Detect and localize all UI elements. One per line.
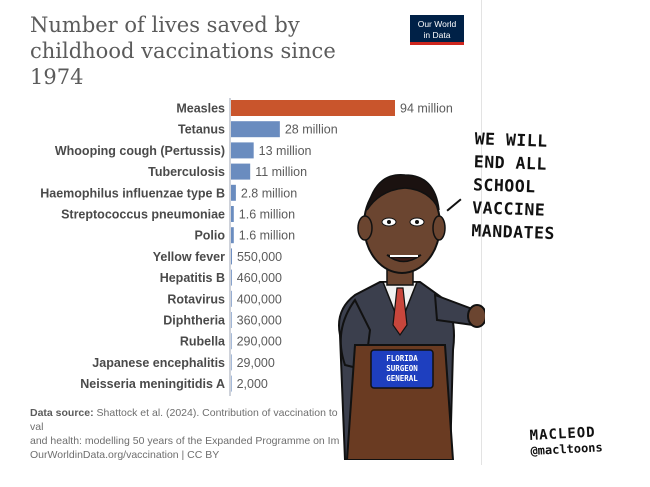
podium-line-2: SURGEON [386,364,418,373]
category-label: Japanese encephalitis [92,356,225,370]
value-label: 29,000 [237,356,275,370]
value-label: 400,000 [237,292,282,306]
bar [231,142,254,159]
bar [231,100,395,116]
owid-logo-line2: in Data [423,29,451,40]
value-label: 2.8 million [241,186,297,200]
category-label: Diphtheria [163,314,226,328]
podium-sign-text: FLORIDA SURGEON GENERAL [386,354,418,383]
bar [231,354,232,371]
source-label: Data source: [30,407,94,419]
bar [231,184,236,201]
chart-title: Number of lives saved by childhood vacci… [30,13,336,89]
value-label: 550,000 [237,250,282,264]
source-citation: Shattock et al. (2024). Contribution of … [96,407,338,419]
category-label: Rubella [180,335,226,349]
figure-hair [366,174,440,211]
bar [231,163,251,180]
bar [231,333,232,350]
value-label: 1.6 million [239,208,295,222]
bar [231,290,232,307]
figure-ear-right [432,215,446,241]
owid-logo-line1: Our World [417,19,457,29]
category-label: Tetanus [178,123,225,137]
bar [231,375,232,392]
value-label: 290,000 [237,335,282,349]
bar-chart: Measles 94 million Tetanus 28 million Whoopi… [40,98,453,396]
value-label: 360,000 [237,314,282,328]
value-label: 11 million [255,165,307,179]
category-label: Polio [194,229,225,243]
podium-sign [370,349,434,389]
category-label: Hepatitis B [160,271,225,285]
bar [231,206,234,222]
figure-ear [357,215,373,241]
value-label: 2,000 [237,377,268,391]
bar [231,312,232,328]
category-label: Whooping cough (Pertussis) [55,144,225,158]
category-label: Neisseria meningitidis A [80,377,225,391]
category-label: Measles [176,102,225,116]
artist-signature: MACLEOD @macltoons [529,422,645,458]
value-label: 1.6 million [239,229,295,243]
value-label: 13 million [259,144,312,158]
category-label: Tuberculosis [148,165,225,179]
bar [231,227,234,244]
cartoon-figure: FLORIDA SURGEON GENERAL [338,174,485,460]
podium-line-1: FLORIDA [386,354,418,363]
category-label: Yellow fever [153,250,225,264]
value-label: 460,000 [237,271,282,285]
owid-logo: Our World in Data [410,15,464,45]
value-label: 28 million [285,123,338,137]
figure-hand [467,304,485,328]
value-label: 94 million [400,102,453,116]
category-label: Haemophilus influenzae type B [40,186,225,200]
source-line-2: and health: modelling 50 years of the Ex… [30,435,340,447]
source-note: Data source: Shattock et al. (2024). Con… [30,406,470,462]
category-label: Rotavirus [167,292,225,306]
bar [231,121,280,138]
podium-line-3: GENERAL [386,374,418,383]
speech-text: WE WILL END ALL SCHOOL VACCINE MANDATES [471,127,635,248]
figure-tie [392,287,408,337]
bar [231,248,232,265]
source-citation-end: val [30,421,44,433]
speech-line-5: MANDATES [471,221,556,244]
source-line-1: Data source: Shattock et al. (2024). Con… [30,406,470,434]
category-label: Streptococcus pneumoniae [61,208,225,222]
figure-mouth [386,254,422,263]
bar [231,269,232,286]
source-url: OurWorldinData.org/vaccination | CC BY [30,449,220,461]
